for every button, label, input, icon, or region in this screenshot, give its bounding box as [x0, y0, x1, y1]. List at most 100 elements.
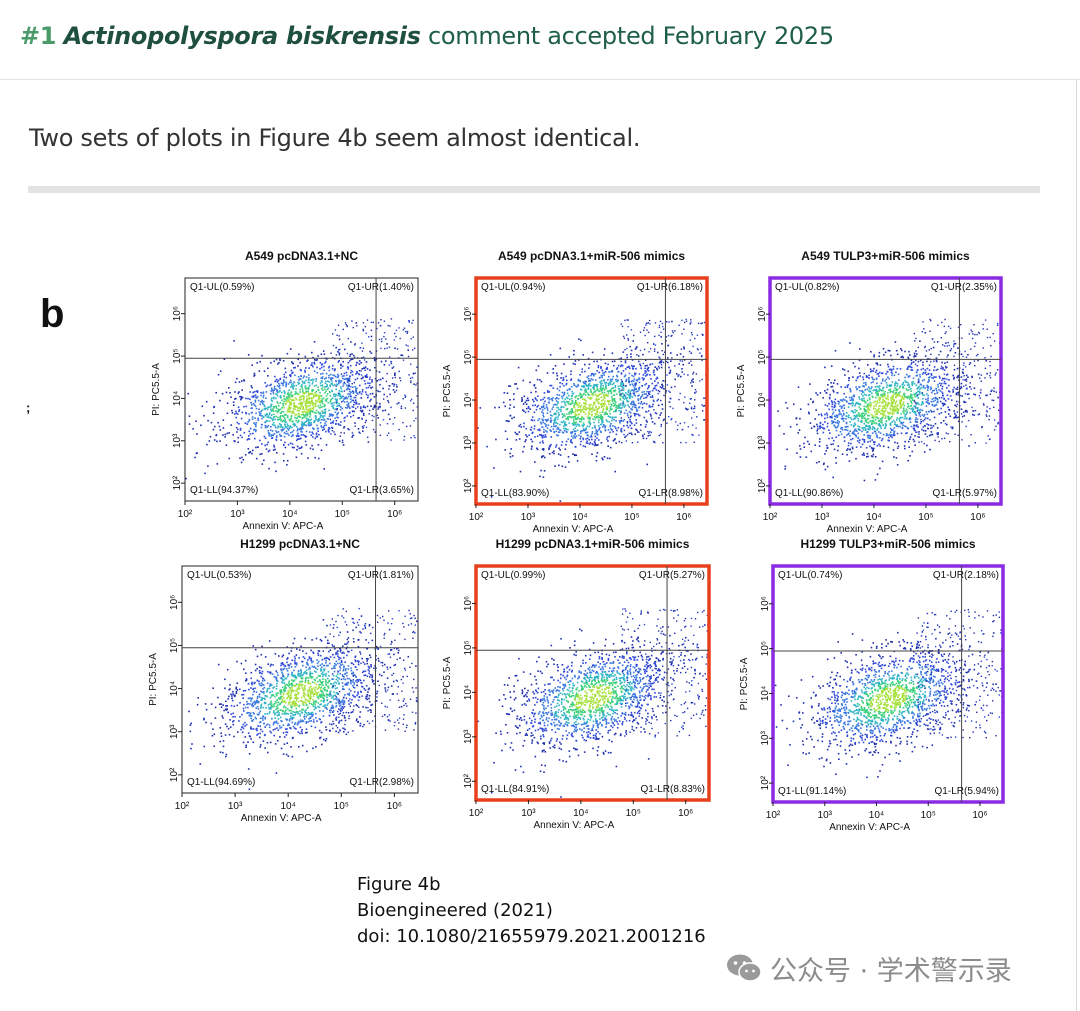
- highlight-frame: [474, 276, 709, 506]
- highlight-frame: [771, 564, 1005, 804]
- y-tick-label: 10⁵: [757, 349, 768, 364]
- x-tick-label: 10²: [469, 808, 484, 819]
- x-tick-label: 10⁴: [573, 808, 588, 819]
- x-tick-label: 10²: [178, 509, 193, 520]
- x-tick-label: 10²: [763, 512, 778, 523]
- flow-plot-panel: A549 pcDNA3.1+NC Q1-UL(0.59%) Q1-UR(1.40%)…: [151, 249, 419, 532]
- y-tick-label: 10³: [757, 435, 768, 450]
- y-tick-label: 10²: [463, 478, 474, 493]
- x-axis-label: Annexin V: APC-A: [533, 524, 614, 535]
- comment-status: comment accepted February 2025: [427, 22, 834, 50]
- plot-frame: [181, 565, 419, 794]
- y-axis-label: PI: PC5.5-A: [151, 363, 162, 416]
- quadrant-ur-label: Q1-UR(2.35%): [931, 282, 997, 293]
- x-tick-label: 10⁵: [921, 810, 936, 821]
- plot-title: H1299 TULP3+miR-506 mimics: [800, 537, 975, 551]
- y-tick-label: 10³: [760, 730, 771, 745]
- comment-number[interactable]: #1: [20, 22, 57, 50]
- plot-title: H1299 pcDNA3.1+miR-506 mimics: [496, 537, 690, 551]
- figure-letter: b: [40, 292, 65, 336]
- quadrant-lr-label: Q1-LR(2.98%): [350, 777, 414, 788]
- x-tick-label: 10⁵: [918, 512, 933, 523]
- x-tick-label: 10²: [469, 512, 484, 523]
- highlight-frame: [768, 276, 1003, 506]
- y-axis-label: PI: PC5.5-A: [739, 657, 750, 710]
- plot-title: H1299 pcDNA3.1+NC: [240, 537, 360, 551]
- y-tick-label: 10²: [172, 475, 183, 490]
- plot-title: A549 pcDNA3.1+miR-506 mimics: [498, 249, 685, 263]
- x-tick-label: 10⁶: [972, 810, 987, 821]
- quadrant-ll-label: Q1-LL(94.37%): [190, 485, 258, 496]
- comment-text: Two sets of plots in Figure 4b seem almo…: [29, 124, 641, 152]
- figure-4b-image: A549 pcDNA3.1+NC Q1-UL(0.59%) Q1-UR(1.40%)…: [148, 249, 1005, 833]
- y-tick-label: 10⁴: [463, 392, 474, 407]
- x-tick-label: 10³: [815, 512, 830, 523]
- x-tick-label: 10⁴: [282, 509, 297, 520]
- y-tick-label: 10⁶: [463, 596, 474, 611]
- wechat-icon: [727, 954, 762, 982]
- flow-plot-panel: A549 pcDNA3.1+miR-506 mimics Q1-UL(0.94%)…: [442, 249, 709, 535]
- x-tick-label: 10⁵: [335, 509, 350, 520]
- flow-plot-panel: H1299 TULP3+miR-506 mimics Q1-UL(0.74%) Q1…: [739, 537, 1005, 833]
- x-tick-label: 10³: [818, 810, 833, 821]
- watermark-text: 公众号 · 学术警示录: [770, 955, 1012, 987]
- x-tick-label: 10³: [228, 801, 243, 812]
- comment-header-line: #1 Actinopolyspora biskrensis comment ac…: [20, 22, 834, 50]
- x-axis-label: Annexin V: APC-A: [829, 822, 910, 833]
- quadrant-ul-label: Q1-UL(0.74%): [778, 570, 842, 581]
- quadrant-ll-label: Q1-LL(90.86%): [775, 488, 843, 499]
- species-name[interactable]: Actinopolyspora biskrensis: [63, 22, 421, 50]
- quadrant-ur-label: Q1-UR(6.18%): [637, 282, 703, 293]
- flow-plot-panel: H1299 pcDNA3.1+NC Q1-UL(0.53%) Q1-UR(1.81%…: [148, 537, 419, 824]
- watermark: 公众号 · 学术警示录: [726, 950, 1012, 987]
- x-tick-label: 10²: [175, 801, 190, 812]
- y-tick-label: 10⁴: [463, 685, 474, 700]
- y-tick-label: 10⁴: [760, 686, 771, 701]
- y-tick-label: 10³: [463, 729, 474, 744]
- scatter-points: [188, 607, 418, 791]
- quadrant-lr-label: Q1-LR(5.97%): [933, 488, 997, 499]
- quadrant-ur-label: Q1-UR(5.27%): [639, 570, 705, 581]
- x-axis-label: Annexin V: APC-A: [533, 820, 614, 831]
- x-tick-label: 10⁵: [626, 808, 641, 819]
- quadrant-ul-label: Q1-UL(0.82%): [775, 282, 839, 293]
- quadrant-lr-label: Q1-LR(3.65%): [350, 485, 414, 496]
- quadrant-ll-label: Q1-LL(94.69%): [187, 777, 255, 788]
- y-tick-label: 10⁵: [169, 638, 180, 653]
- scatter-points: [476, 608, 709, 798]
- y-tick-label: 10⁶: [172, 306, 183, 321]
- x-tick-label: 10⁴: [869, 810, 884, 821]
- highlight-frame: [474, 564, 711, 802]
- y-axis-label: PI: PC5.5-A: [442, 656, 453, 709]
- y-tick-label: 10³: [463, 435, 474, 450]
- x-tick-label: 10⁶: [676, 512, 691, 523]
- y-axis-label: PI: PC5.5-A: [736, 364, 747, 417]
- scatter-points: [777, 318, 1001, 482]
- plot-title: A549 pcDNA3.1+NC: [245, 249, 358, 263]
- y-tick-label: 10⁶: [463, 307, 474, 322]
- scatter-points: [773, 609, 1003, 779]
- scatter-points: [185, 318, 418, 480]
- quadrant-ul-label: Q1-UL(0.94%): [481, 282, 545, 293]
- x-axis-label: Annexin V: APC-A: [241, 813, 322, 824]
- x-tick-label: 10³: [521, 808, 536, 819]
- y-tick-label: 10⁴: [172, 391, 183, 406]
- x-axis-label: Annexin V: APC-A: [242, 521, 323, 532]
- x-tick-label: 10⁶: [387, 801, 402, 812]
- y-tick-label: 10⁴: [169, 681, 180, 696]
- figure-caption: Figure 4b Bioengineered (2021) doi: 10.1…: [357, 872, 706, 950]
- x-tick-label: 10²: [766, 810, 781, 821]
- x-tick-label: 10⁶: [387, 509, 402, 520]
- y-tick-label: 10²: [463, 773, 474, 788]
- y-tick-label: 10⁴: [757, 392, 768, 407]
- quadrant-ll-label: Q1-LL(91.14%): [778, 786, 846, 797]
- x-tick-label: 10⁴: [866, 512, 881, 523]
- y-tick-label: 10³: [169, 724, 180, 739]
- figure-stray-mark: ;: [26, 400, 31, 415]
- quadrant-ur-label: Q1-UR(1.40%): [348, 282, 414, 293]
- plot-title: A549 TULP3+miR-506 mimics: [801, 249, 970, 263]
- quadrant-lr-label: Q1-LR(8.98%): [639, 488, 703, 499]
- y-tick-label: 10²: [760, 775, 771, 790]
- flow-plot-panel: A549 TULP3+miR-506 mimics Q1-UL(0.82%) Q1-…: [736, 249, 1003, 535]
- y-tick-label: 10⁵: [463, 640, 474, 655]
